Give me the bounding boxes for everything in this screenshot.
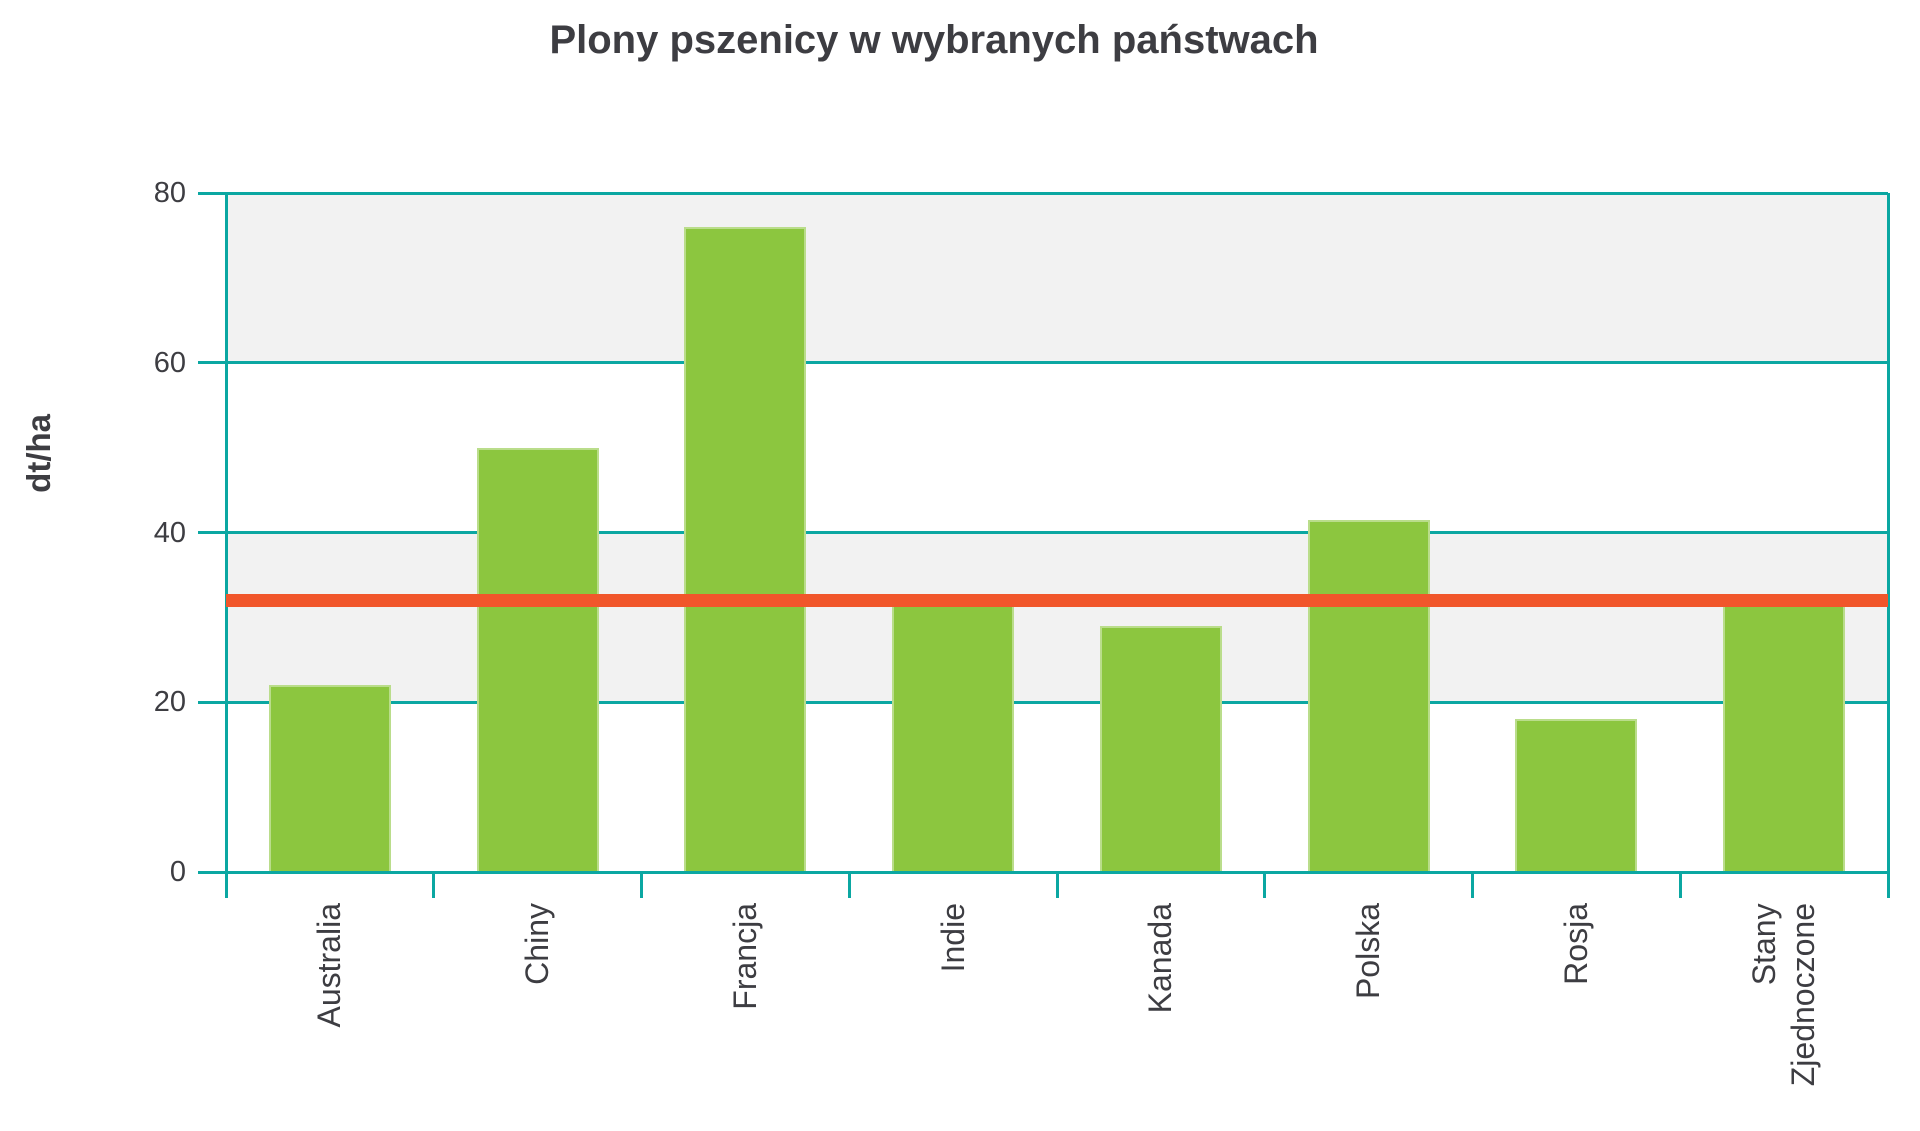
plot-band-20-40 — [226, 532, 1888, 703]
x-tick-4 — [1055, 872, 1059, 898]
gridline-60 — [198, 361, 1888, 365]
y-axis-title: dt/ha — [20, 414, 57, 493]
y-tick-label-20: 20 — [153, 686, 186, 719]
y-tick-label-80: 80 — [153, 177, 186, 209]
plot-band-60-80 — [226, 193, 1888, 363]
plot-area — [198, 191, 1890, 898]
bar-polska — [1307, 519, 1430, 872]
x-cell-indie: Indie — [849, 903, 1057, 1128]
gridline-80 — [198, 191, 1888, 195]
gridline-40 — [198, 531, 1888, 534]
bar-francja — [684, 226, 807, 872]
y-tick-label-60: 60 — [153, 346, 186, 379]
y-tick-label-0: 0 — [169, 856, 186, 888]
x-label-indie: Indie — [934, 903, 971, 973]
x-cell-australia: Australia — [226, 903, 434, 1128]
x-label-chiny: Chiny — [519, 903, 556, 985]
x-tick-5 — [1263, 872, 1267, 898]
x-label-australia: Australia — [311, 903, 348, 1028]
chart-title: Plony pszenicy w wybranych państwach — [549, 18, 1319, 62]
y-tick-label-40: 40 — [153, 516, 186, 549]
x-cell-francja: Francja — [642, 903, 850, 1128]
gridline-20 — [198, 700, 1888, 704]
x-tick-7 — [1678, 872, 1682, 898]
x-cell-polska: Polska — [1265, 903, 1473, 1128]
bar-chiny — [476, 447, 599, 872]
x-tick-6 — [1471, 872, 1474, 898]
x-cell-stany-zjednoczone: Stany Zjednoczone — [1680, 903, 1888, 1128]
x-cell-chiny: Chiny — [434, 903, 642, 1128]
x-label-rosja: Rosja — [1557, 903, 1594, 985]
bar-kanada — [1099, 625, 1222, 872]
x-label-francja: Francja — [726, 903, 763, 1010]
x-label-stany-zjednoczone: Stany Zjednoczone — [1746, 903, 1822, 1087]
x-tick-1 — [432, 872, 436, 898]
x-label-polska: Polska — [1350, 903, 1387, 1000]
x-axis-labels: Australia Chiny Francja Indie Kanada Polska Ro… — [226, 903, 1888, 1128]
plot-right-border — [1886, 193, 1890, 898]
x-label-kanada: Kanada — [1142, 903, 1179, 1014]
x-tick-3 — [847, 872, 851, 898]
bar-stany-zjednoczone — [1723, 604, 1846, 872]
reference-line — [226, 593, 1888, 607]
bar-indie — [892, 604, 1015, 872]
y-axis-line — [224, 193, 228, 898]
x-cell-kanada: Kanada — [1057, 903, 1265, 1128]
bar-rosja — [1515, 719, 1638, 872]
x-cell-rosja: Rosja — [1473, 903, 1681, 1128]
bar-australia — [268, 685, 391, 872]
x-tick-2 — [640, 872, 643, 898]
x-axis-line — [198, 870, 1888, 874]
